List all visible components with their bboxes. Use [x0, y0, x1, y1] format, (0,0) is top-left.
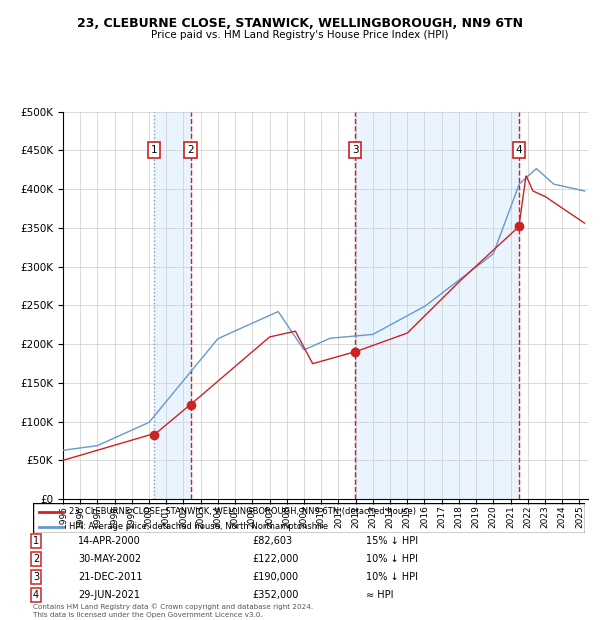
Text: £82,603: £82,603 [252, 536, 292, 546]
Text: 23, CLEBURNE CLOSE, STANWICK, WELLINGBOROUGH, NN9 6TN (detached house): 23, CLEBURNE CLOSE, STANWICK, WELLINGBOR… [69, 507, 416, 516]
Text: 3: 3 [352, 145, 358, 156]
Text: 10% ↓ HPI: 10% ↓ HPI [366, 572, 418, 582]
Text: 2: 2 [33, 554, 39, 564]
Text: ≈ HPI: ≈ HPI [366, 590, 394, 600]
Text: 10% ↓ HPI: 10% ↓ HPI [366, 554, 418, 564]
Text: HPI: Average price, detached house, North Northamptonshire: HPI: Average price, detached house, Nort… [69, 522, 328, 531]
Text: 4: 4 [33, 590, 39, 600]
Text: 29-JUN-2021: 29-JUN-2021 [78, 590, 140, 600]
Text: Price paid vs. HM Land Registry's House Price Index (HPI): Price paid vs. HM Land Registry's House … [151, 30, 449, 40]
Text: This data is licensed under the Open Government Licence v3.0.: This data is licensed under the Open Gov… [33, 612, 263, 618]
Bar [355, 112, 519, 499]
Text: 14-APR-2000: 14-APR-2000 [78, 536, 141, 546]
Text: 1: 1 [33, 536, 39, 546]
Text: £122,000: £122,000 [252, 554, 298, 564]
Text: Contains HM Land Registry data © Crown copyright and database right 2024.: Contains HM Land Registry data © Crown c… [33, 603, 313, 609]
Text: 15% ↓ HPI: 15% ↓ HPI [366, 536, 418, 546]
Text: 2: 2 [187, 145, 194, 156]
Text: 4: 4 [515, 145, 522, 156]
Text: 1: 1 [151, 145, 157, 156]
Text: 3: 3 [33, 572, 39, 582]
Text: 23, CLEBURNE CLOSE, STANWICK, WELLINGBOROUGH, NN9 6TN: 23, CLEBURNE CLOSE, STANWICK, WELLINGBOR… [77, 17, 523, 30]
Text: £190,000: £190,000 [252, 572, 298, 582]
Text: 30-MAY-2002: 30-MAY-2002 [78, 554, 141, 564]
Text: 21-DEC-2011: 21-DEC-2011 [78, 572, 143, 582]
Text: £352,000: £352,000 [252, 590, 298, 600]
Bar [154, 112, 191, 499]
